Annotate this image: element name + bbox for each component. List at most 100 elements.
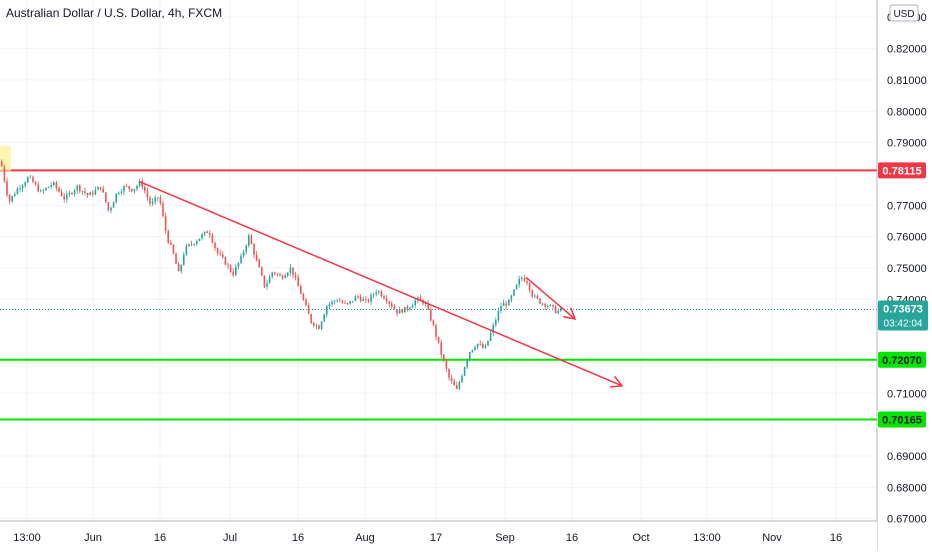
candle-body [68, 192, 71, 195]
candle-body [229, 265, 232, 272]
candle-body [445, 360, 448, 370]
candle [557, 308, 559, 315]
candle-body [300, 286, 302, 294]
candle-body [489, 332, 492, 341]
candle-body [27, 177, 29, 183]
x-tick-label: Jul [223, 532, 237, 544]
candle-body [261, 267, 263, 276]
candle [523, 275, 526, 282]
candle-body [1, 161, 3, 167]
candle [222, 251, 224, 259]
candle-body [99, 187, 102, 189]
candle-body [346, 303, 349, 304]
candle [42, 188, 45, 194]
candle [188, 243, 190, 248]
candle [89, 191, 91, 196]
candle-body [183, 254, 185, 265]
chart-title: Australian Dollar / U.S. Dollar, 4h, FXC… [6, 6, 223, 20]
candle [237, 262, 240, 270]
candle-body [162, 203, 164, 217]
candle [367, 298, 370, 304]
candle-body [284, 275, 286, 279]
candle-body [484, 345, 487, 348]
candle [60, 188, 63, 197]
candle-body [302, 293, 305, 300]
candle [271, 271, 273, 279]
candle-body [138, 180, 141, 186]
candle-body [443, 354, 445, 361]
candle-body [206, 231, 208, 233]
candle-body [73, 190, 76, 194]
candle [536, 294, 539, 300]
candle [253, 242, 255, 259]
candle [73, 188, 76, 197]
candle-body [250, 235, 253, 245]
candle [281, 274, 284, 280]
candle-body [222, 254, 224, 258]
candle [125, 183, 128, 188]
candle-body [518, 278, 520, 285]
candle [401, 308, 403, 314]
candle-body [474, 347, 476, 350]
candle-body [107, 202, 110, 211]
candle-body [440, 342, 442, 355]
candle-body [112, 202, 115, 208]
candle [279, 272, 281, 277]
candle-body [552, 304, 554, 307]
candle-body [66, 194, 68, 200]
candle [66, 191, 68, 203]
candle [240, 253, 242, 265]
candle-body [554, 306, 557, 314]
candle [287, 271, 289, 278]
candle-body [318, 325, 320, 330]
candle [396, 309, 398, 317]
candle-body [391, 303, 393, 307]
candle-body [240, 255, 242, 263]
candle [328, 302, 331, 310]
candle [120, 188, 123, 195]
candle [157, 197, 159, 202]
candle [167, 229, 169, 245]
candle [159, 194, 162, 206]
x-tick-label: 16 [292, 532, 304, 544]
candle [105, 192, 107, 204]
candle [185, 243, 188, 257]
candle-body [549, 304, 552, 306]
candle-body [448, 369, 450, 378]
candle-body [248, 235, 250, 246]
candle [11, 195, 13, 204]
candle [344, 300, 346, 304]
candle-body [541, 303, 544, 305]
candle [453, 378, 455, 386]
candle [552, 304, 554, 310]
candle-body [151, 201, 154, 204]
candle [110, 206, 112, 214]
candle [149, 195, 151, 207]
candle [482, 341, 484, 349]
trend-line [139, 181, 623, 387]
y-tick-label: 0.68000 [887, 482, 927, 494]
candle-body [375, 292, 377, 295]
candle-body [50, 185, 52, 187]
candle-body [560, 308, 562, 311]
candle [63, 193, 65, 203]
candle [357, 294, 359, 299]
candle [193, 243, 195, 247]
candle [216, 247, 219, 256]
candle [484, 343, 487, 349]
candle-body [29, 176, 32, 178]
candle-body [120, 191, 123, 194]
candle [313, 321, 315, 328]
candle [144, 183, 146, 194]
candle-body [487, 340, 489, 346]
candle [250, 233, 253, 245]
candle [128, 185, 130, 193]
candle [164, 212, 167, 234]
candle [180, 264, 182, 274]
level-badge-value: 0.78115 [882, 165, 921, 177]
candle-body [45, 187, 47, 191]
candle [432, 319, 435, 327]
candle-body [294, 275, 297, 278]
